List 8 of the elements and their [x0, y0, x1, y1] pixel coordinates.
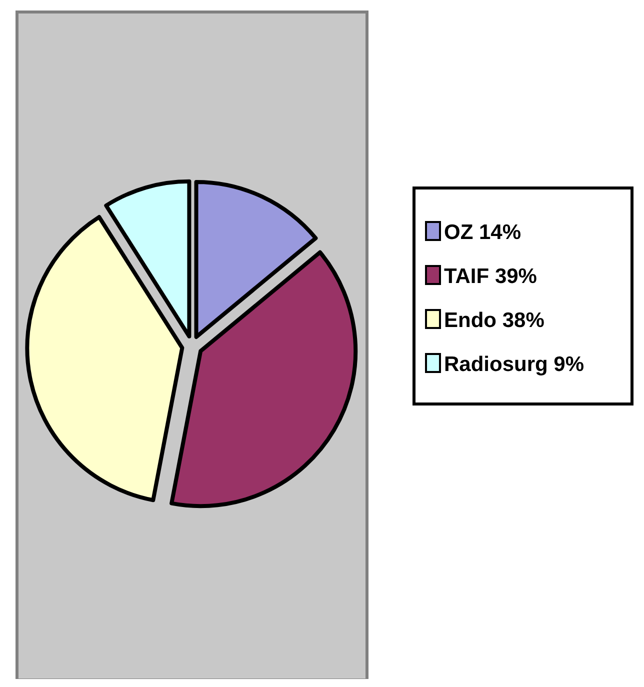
data-label: 9% — [554, 353, 584, 376]
legend-label: OZ — [444, 221, 474, 244]
legend-label: Endo — [444, 309, 496, 332]
legend-label: TAIF — [444, 265, 490, 288]
legend-label: Radiosurg — [444, 353, 548, 376]
data-label: 39% — [494, 265, 537, 288]
data-label: 38% — [502, 309, 544, 332]
data-label: 14% — [479, 221, 522, 244]
